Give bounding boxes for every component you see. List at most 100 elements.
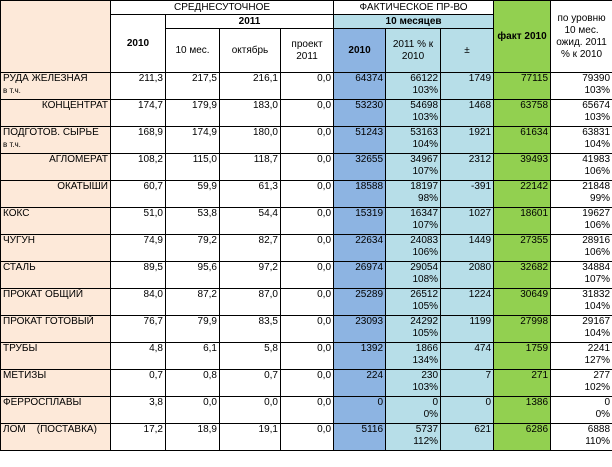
cell-value: 31832 (582, 289, 611, 301)
cell-value: 95,6 (197, 262, 217, 274)
row-label: ФЕРРОСПЛАВЫ (0, 396, 111, 424)
cell-value: 74,9 (143, 235, 163, 247)
row-label: ОКАТЫШИ (0, 180, 111, 208)
cell-value: 30649 (520, 289, 549, 301)
cell-value: 53,8 (197, 208, 217, 220)
column-header: 2010 (333, 28, 387, 73)
cell: 19627 106% (550, 207, 612, 235)
cell: 65674 103% (550, 99, 612, 127)
cell: 7 (440, 369, 495, 397)
data-row: ПОДГОТОВ. СЫРЬЕ в т.ч. 168,9 174,9 180,0 0,0 5… (0, 126, 612, 154)
corner (0, 0, 111, 73)
data-row: РУДА ЖЕЛЕЗНАЯ в т.ч. 211,3 217,5 216,1 0,0 643… (0, 72, 612, 100)
row-label: ПРОКАТ ГОТОВЫЙ (0, 315, 111, 343)
cell-value: 22634 (355, 235, 384, 247)
cell-value: 108,2 (137, 154, 163, 166)
cell: 3,8 (110, 396, 166, 424)
cell-value: 0,0 (317, 343, 332, 355)
column-header: факт 2010 (493, 0, 552, 73)
cell-percent: 106% (584, 220, 611, 231)
cell: 28916 106% (550, 234, 612, 262)
cell-value: 0,0 (317, 73, 332, 85)
column-header: октябрь (219, 28, 281, 73)
cell: 23093 (333, 315, 387, 343)
cell: 474 (440, 342, 495, 370)
data-row: ПРОКАТ ГОТОВЫЙ 76,7 79,9 83,5 0,0 23093 24292 1… (0, 315, 612, 343)
cell: 621 (440, 423, 495, 451)
cell: 61634 (493, 126, 552, 154)
cell: 53230 (333, 99, 387, 127)
cell: 18601 (493, 207, 552, 235)
cell-value: 19627 (582, 208, 611, 220)
row-label: ЧУГУН (0, 234, 111, 262)
cell: 180,0 (219, 126, 281, 154)
cell: 1449 (440, 234, 495, 262)
cell-value: 63758 (520, 100, 549, 112)
row-label: ПОДГОТОВ. СЫРЬЕ в т.ч. (0, 126, 111, 154)
cell: 0 (440, 396, 495, 424)
cell-percent: 107% (412, 220, 439, 231)
cell-value: 179,9 (191, 100, 217, 112)
cell-value: 6888 (587, 424, 611, 436)
cell-value: 621 (474, 424, 492, 436)
cell-value: 211,3 (138, 73, 163, 85)
row-label: ТРУБЫ (0, 342, 111, 370)
cell: 29054 108% (385, 261, 442, 289)
cell: 115,0 (165, 153, 220, 181)
cell-value: 230 (421, 370, 439, 382)
label-text: КОНЦЕНТРАТ (41, 100, 108, 112)
cell-value: 1392 (360, 343, 384, 355)
cell-percent: 99% (590, 193, 611, 204)
cell: 59,9 (165, 180, 220, 208)
cell: 54698 103% (385, 99, 442, 127)
cell-value: 54698 (410, 100, 439, 112)
cell-value: 0,0 (317, 289, 332, 301)
cell: 0,0 (279, 207, 335, 235)
cell-value: 5,8 (264, 343, 278, 355)
cell: 18588 (333, 180, 387, 208)
cell-value: 26974 (355, 262, 384, 274)
cell-value: 474 (474, 343, 492, 355)
cell: 1749 (440, 72, 495, 100)
column-header: 2010 (110, 14, 166, 73)
cell: 18197 98% (385, 180, 442, 208)
cell-value: 6286 (525, 424, 549, 436)
cell-percent: 112% (413, 436, 439, 447)
cell: 224 (333, 369, 387, 397)
cell-value: 5737 (415, 424, 439, 436)
cell-value: 54,4 (258, 208, 278, 220)
cell-value: 87,0 (258, 289, 278, 301)
data-row: СТАЛЬ 89,5 95,6 97,2 0,0 26974 29054 108% 2080 32… (0, 261, 612, 289)
cell-value: 34967 (410, 154, 439, 166)
cell-percent: 104% (584, 301, 611, 312)
cell-percent: 107% (412, 166, 439, 177)
cell: 2312 (440, 153, 495, 181)
cell-percent: 103% (412, 85, 439, 96)
cell: 6286 (493, 423, 552, 451)
cell: 34884 107% (550, 261, 612, 289)
cell-value: 1866 (415, 343, 439, 355)
cell-percent: 106% (412, 247, 439, 258)
label-text: ОКАТЫШИ (57, 181, 108, 193)
cell-percent: 0% (423, 409, 439, 420)
cell-value: 64374 (355, 73, 384, 85)
cell-value: 15319 (355, 208, 384, 220)
data-row: ФЕРРОСПЛАВЫ 3,8 0,0 0,0 0,0 0 0 0% 0 1386 0 0% (0, 396, 612, 424)
cell-value: 18601 (520, 208, 549, 220)
row-label: РУДА ЖЕЛЕЗНАЯ в т.ч. (0, 72, 111, 100)
cell-value: 53163 (410, 127, 439, 139)
cell: 174,9 (165, 126, 220, 154)
cell-value: 63831 (582, 127, 611, 139)
row-label: ПРОКАТ ОБЩИЙ (0, 288, 111, 316)
cell-value: 7 (485, 370, 492, 382)
cell-value: -391 (471, 181, 492, 193)
cell: 0,0 (279, 396, 335, 424)
cell-value: 174,7 (137, 100, 163, 112)
table-body: РУДА ЖЕЛЕЗНАЯ в т.ч. 211,3 217,5 216,1 0,0 643… (0, 72, 612, 451)
cell-percent: 127% (584, 355, 611, 366)
cell: 15319 (333, 207, 387, 235)
cell: 1392 (333, 342, 387, 370)
cell-percent: 103% (412, 382, 439, 393)
row-label: КОКС (0, 207, 111, 235)
